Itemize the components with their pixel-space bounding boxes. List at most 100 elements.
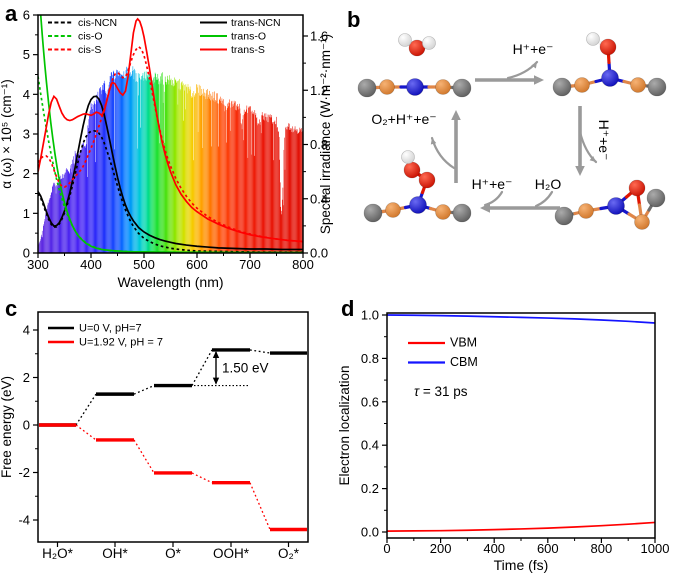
curve-cis-O	[38, 76, 303, 253]
gray-atom	[452, 203, 472, 223]
panel-d-chart: 0 200 400 600 800 1000 0.0 0.2 0.4 0.6 0.8 1.0 Time …	[337, 308, 670, 574]
red-atom	[599, 38, 617, 56]
y-axis-title-right: Spectral irradiance (W·m⁻²·nm⁻¹)	[318, 34, 333, 234]
arrow-head	[480, 203, 490, 213]
absorption-curves	[38, 15, 303, 253]
legend-label: cis-O	[78, 31, 103, 43]
white-atom	[586, 32, 600, 46]
curve-CBM	[386, 314, 656, 324]
white-atom	[398, 33, 412, 47]
legend-label: trans-NCN	[231, 17, 281, 29]
axes-d: 0 200 400 600 800 1000 0.0 0.2 0.4 0.6 0.8 1.0	[361, 308, 670, 557]
x-tick-label: 0	[383, 541, 390, 556]
arrow-head	[575, 166, 585, 176]
step-connector	[75, 424, 97, 441]
panel-label-b: b	[347, 7, 361, 32]
step-connector	[191, 472, 213, 484]
legend-label: trans-S	[231, 44, 265, 56]
category-label: OOH*	[213, 546, 250, 561]
x-axis-title: Time (fs)	[494, 557, 549, 573]
y2-tick-label: 0.8	[310, 137, 328, 152]
localization-curves	[386, 314, 656, 532]
step-connector	[249, 482, 271, 530]
arrow-head	[212, 377, 220, 385]
gap-annotation-label: 1.50 eV	[222, 360, 269, 375]
cycle-labels: H⁺+e⁻ H⁺+e⁻ H⁺+e⁻ H₂O O₂+H⁺+e⁻	[371, 41, 612, 192]
red-atom	[418, 171, 436, 189]
blue-atom	[406, 78, 424, 96]
swoosh-arrow	[534, 190, 554, 208]
step-connector	[191, 349, 213, 386]
white-atom	[401, 150, 415, 164]
y-tick-label: 1	[23, 206, 30, 221]
molecule-2	[554, 179, 666, 230]
y-tick-label: 5	[23, 47, 30, 62]
y-tick-label: 6	[23, 8, 30, 23]
category-label: O*	[165, 546, 182, 561]
x-tick-label: 300	[27, 257, 49, 272]
blue-atom	[409, 196, 427, 214]
legend-label: VBM	[450, 336, 477, 350]
y-tick-label: 0	[23, 418, 30, 433]
cycle-arrows	[430, 60, 598, 213]
white-atom	[422, 36, 436, 50]
label-step2: H⁺+e⁻	[596, 120, 612, 161]
legend-label: trans-O	[231, 31, 266, 43]
y-tick-label: 2	[23, 166, 30, 181]
x-tick-label: 500	[133, 257, 155, 272]
gray-atom	[363, 203, 383, 223]
arrow-head	[534, 75, 544, 85]
y-tick-label: 0.4	[361, 438, 379, 453]
gray-atom	[647, 77, 667, 97]
orange-atom	[630, 77, 646, 93]
y-axis-title: Electron localization	[337, 365, 352, 485]
y-axis-title: Free energy (eV)	[0, 376, 14, 478]
orange-atom	[435, 204, 451, 220]
orange-atom	[379, 79, 395, 95]
x-axis-title: Wavelength (nm)	[117, 274, 223, 290]
arrow-head	[430, 138, 437, 145]
legend-label: cis-NCN	[78, 17, 117, 29]
panel-c-chart: 1.50 eV -4 -2 0 2 4 H₂O* OH* O* OOH* O₂* Free energ…	[0, 311, 309, 561]
gray-atom	[357, 78, 377, 98]
molecules	[357, 32, 667, 230]
orange-atom	[578, 203, 594, 219]
legend-d: VBM CBM	[408, 336, 478, 369]
label-step3-water: H₂O	[535, 176, 562, 192]
molecule-0	[357, 33, 472, 98]
y-tick-label: 2	[23, 370, 30, 385]
axes-a: 300 400 500 600 700 800 0 1 2 3 4 5 6 0.0 0.4 0.8 1.2 1.6	[23, 8, 328, 273]
label-step3-h: H⁺+e⁻	[472, 176, 513, 192]
step-connector	[75, 393, 97, 426]
step-connector	[133, 439, 155, 474]
category-label: O₂*	[278, 546, 300, 561]
gray-atom	[554, 206, 574, 226]
curve-cis-NCN	[38, 129, 303, 253]
y-tick-label: 0.0	[361, 525, 379, 540]
panel-a-chart: 300 400 500 600 700 800 0 1 2 3 4 5 6 0.0 0.4 0.8 1.2 1.6…	[0, 8, 333, 291]
tau-annotation: τ = 31 ps	[414, 384, 468, 399]
free-energy-steps	[39, 348, 307, 532]
x-tick-label: 200	[430, 541, 452, 556]
axes-c: -4 -2 0 2 4 H₂O* OH* O* OOH* O₂*	[18, 311, 309, 561]
label-step1: H⁺+e⁻	[513, 41, 554, 57]
y-tick-label: 1.0	[361, 308, 379, 323]
legend-label: U=0 V, pH=7	[79, 323, 142, 335]
y-tick-label: 0	[23, 246, 30, 261]
panel-b-diagram: H⁺+e⁻ H⁺+e⁻ H⁺+e⁻ H₂O O₂+H⁺+e⁻	[357, 32, 667, 230]
y-tick-label: 0.6	[361, 394, 379, 409]
y-tick-label: -2	[18, 465, 30, 480]
gray-atom	[646, 188, 666, 208]
arrow-head	[589, 156, 596, 162]
y-axis-title-left: α (ω) × 10⁵ (cm⁻¹)	[0, 79, 14, 188]
blue-atom	[601, 69, 619, 87]
label-step4: O₂+H⁺+e⁻	[371, 111, 436, 127]
y-tick-label: 4	[23, 323, 30, 338]
arrow-head	[451, 110, 461, 120]
gap-annotation: 1.50 eV	[194, 351, 269, 387]
category-label: H₂O*	[42, 546, 73, 561]
y2-tick-label: 0.0	[310, 246, 328, 261]
gray-atom	[452, 78, 472, 98]
panel-label-d: d	[341, 296, 355, 321]
